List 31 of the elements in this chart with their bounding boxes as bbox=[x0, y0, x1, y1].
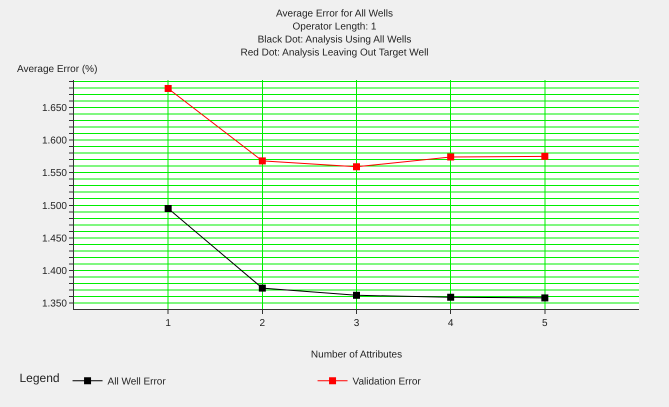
legend-title: Legend bbox=[20, 370, 60, 385]
point bbox=[164, 84, 172, 92]
x-tick-label: 2 bbox=[260, 318, 266, 329]
y-tick-label: 1.400 bbox=[42, 266, 68, 278]
y-tick-label: 1.550 bbox=[42, 168, 68, 180]
chart-subtitle: Operator Length: 1 bbox=[292, 21, 377, 32]
legend-label: Validation Error bbox=[352, 376, 422, 388]
point bbox=[353, 292, 360, 299]
point bbox=[164, 205, 172, 212]
point bbox=[258, 157, 266, 164]
point bbox=[447, 294, 454, 301]
text: Red Dot: Analysis Leaving Out Target Well bbox=[240, 47, 429, 58]
y-tick-label: 1.500 bbox=[42, 200, 68, 212]
point bbox=[541, 294, 548, 302]
point bbox=[541, 152, 548, 160]
y-tick-label: 1.350 bbox=[42, 298, 68, 310]
legend-label: All Well Error bbox=[108, 376, 166, 388]
x-tick-label: 5 bbox=[542, 318, 548, 329]
chart-title: Average Error for All Wells bbox=[276, 8, 393, 20]
point bbox=[258, 284, 266, 292]
y-tick-label: 1.600 bbox=[42, 136, 68, 147]
x-tick-label: 3 bbox=[354, 318, 360, 329]
y-axis-title: Average Error (%) bbox=[17, 64, 98, 75]
x-axis-title: Number of Attributes bbox=[310, 350, 402, 360]
point bbox=[353, 163, 360, 170]
x-tick-label: 1 bbox=[165, 318, 172, 329]
y-tick-label: 1.650 bbox=[42, 102, 68, 114]
x-tick-label: 4 bbox=[448, 318, 454, 329]
point bbox=[447, 153, 454, 160]
text: Black Dot: Analysis Using All Wells bbox=[258, 34, 412, 46]
y-tick-label: 1.450 bbox=[42, 233, 68, 244]
